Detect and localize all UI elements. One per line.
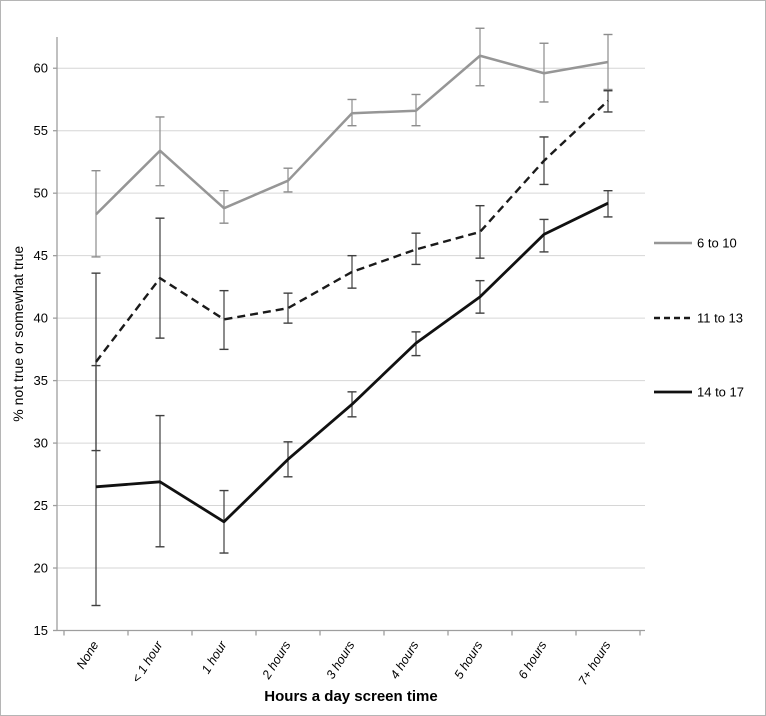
y-tick-label: 60 xyxy=(34,61,48,76)
y-tick-label: 55 xyxy=(34,123,48,138)
x-tick-label: 6 hours xyxy=(516,639,550,682)
legend-label: 11 to 13 xyxy=(697,311,743,326)
x-axis-title: Hours a day screen time xyxy=(264,688,437,705)
x-tick-label: None xyxy=(74,639,102,672)
y-tick-label: 35 xyxy=(34,373,48,388)
y-tick-label: 45 xyxy=(34,248,48,263)
legend: 6 to 10 11 to 13 14 to 17 xyxy=(654,236,744,400)
x-tick-label: 5 hours xyxy=(452,639,486,682)
series-line-11-to-13 xyxy=(95,99,609,363)
x-tick-label: 1 hour xyxy=(199,638,230,676)
x-tick-label: 2 hours xyxy=(259,639,294,683)
x-tick-label: 7+ hours xyxy=(576,639,614,688)
legend-label: 6 to 10 xyxy=(697,236,737,251)
axes xyxy=(53,37,645,636)
x-tick-label: 4 hours xyxy=(388,639,422,682)
y-tick-label: 30 xyxy=(34,436,48,451)
x-tick-labels: None < 1 hour 1 hour 2 hours 3 hours 4 hours 5… xyxy=(74,638,614,688)
legend-entry-14-to-17: 14 to 17 xyxy=(654,385,744,400)
y-tick-label: 25 xyxy=(34,498,48,513)
legend-entry-6-to-10: 6 to 10 xyxy=(654,236,737,251)
y-tick-label: 20 xyxy=(34,561,48,576)
error-bars-14-to-17 xyxy=(91,189,613,607)
series-line-14-to-17 xyxy=(95,201,609,524)
x-tick-label: < 1 hour xyxy=(129,638,166,685)
legend-entry-11-to-13: 11 to 13 xyxy=(654,311,743,326)
y-axis-title: % not true or somewhat true xyxy=(10,246,26,422)
y-tick-label: 40 xyxy=(34,311,48,326)
series-line-6-to-10 xyxy=(95,54,609,216)
gridlines xyxy=(57,67,645,631)
legend-label: 14 to 17 xyxy=(697,385,744,400)
error-bars-6-to-10 xyxy=(91,27,613,258)
x-tick-label: 3 hours xyxy=(324,639,358,682)
y-tick-label: 15 xyxy=(34,623,48,638)
y-tick-label: 50 xyxy=(34,186,48,201)
y-tick-labels: 15 20 25 30 35 40 45 50 55 60 xyxy=(34,61,48,638)
